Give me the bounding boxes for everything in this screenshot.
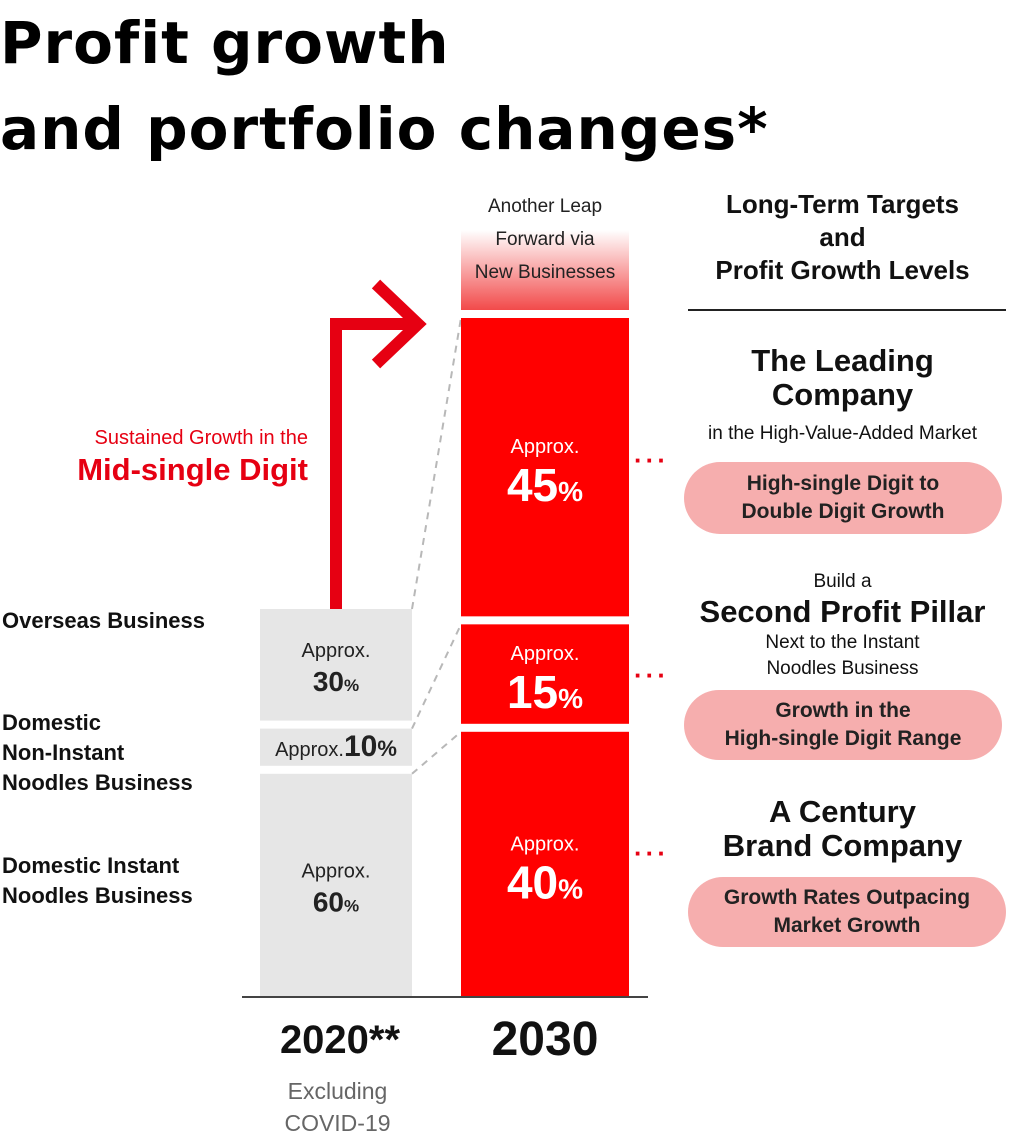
bar-segment-2030-2 <box>461 318 629 617</box>
category-label-overseas-line-1: Overseas Business <box>2 608 206 633</box>
segment-value-1-1: 15% <box>507 666 583 718</box>
targets-divider <box>688 309 1006 311</box>
category-label-instant-line-1: Domestic Instant <box>2 853 180 878</box>
bar-segment-2020-2 <box>260 609 412 721</box>
category-label-overseas: Overseas Business <box>2 606 205 636</box>
year-note: Excluding COVID-19 <box>255 1075 420 1139</box>
segment-value-1-2: 45% <box>507 459 583 511</box>
non-instant-target-sub: Next to the Instant Noodles Business <box>660 630 1021 682</box>
new-business-line-3: New Businesses <box>474 262 616 283</box>
category-label-non-instant-line-2: Non-Instant <box>2 740 125 765</box>
bar-segment-2020-1 <box>260 728 412 766</box>
non-instant-target-heading-line-1: Second Profit Pillar <box>699 594 986 629</box>
overseas-target-sub: in the High-Value-Added Market <box>660 421 1021 447</box>
x-tick-2020: 2020** <box>279 1018 401 1062</box>
connector-dash-0 <box>411 731 462 775</box>
segment-prefix-0-0: Approx. <box>302 860 371 882</box>
bar-segment-2030-0 <box>461 731 629 997</box>
title-line-1: Profit growth <box>0 9 450 77</box>
targets-header-line-1: Long-Term Targets <box>725 189 960 219</box>
new-business-label: Another Leap Forward via New Businesses <box>460 190 630 289</box>
overseas-growth-pill-line-2: Double Digit Growth <box>741 500 945 523</box>
category-label-instant: Domestic Instant Noodles Business <box>2 851 193 911</box>
category-label-non-instant-line-1: Domestic <box>2 710 102 735</box>
growth-arrow-head <box>371 279 427 369</box>
new-business-box <box>461 230 629 310</box>
growth-arrow-shaft <box>330 318 416 609</box>
connector-dashes <box>411 317 462 775</box>
connector-dash-1 <box>411 623 462 730</box>
targets-header-line-3: Profit Growth Levels <box>715 255 970 285</box>
connector-dash-2 <box>411 317 462 610</box>
overseas-target-heading-line-2: Company <box>771 377 914 412</box>
category-label-non-instant-line-3: Noodles Business <box>2 770 193 795</box>
segment-prefix-1-2: Approx. <box>511 436 580 458</box>
overseas-target-heading: The Leading Company <box>660 344 1021 412</box>
overseas-growth-pill-line-1: High-single Digit to <box>746 472 940 495</box>
segment-value-0-0: 60% <box>313 886 359 917</box>
overseas-dots: ··· <box>634 445 669 475</box>
category-label-non-instant: Domestic Non-Instant Noodles Business <box>2 708 193 798</box>
non-instant-target-sub-line-2: Noodles Business <box>766 658 919 679</box>
overseas-target-heading-line-1: The Leading <box>751 343 934 378</box>
non-instant-target-sub-line-1: Next to the Instant <box>765 632 920 653</box>
x-tick-2030: 2030 <box>491 1013 599 1066</box>
growth-label-sub: Sustained Growth in the <box>94 427 308 449</box>
non-instant-target-pre: Build a <box>813 571 872 592</box>
growth-label-main: Mid-single Digit <box>77 452 308 487</box>
year-note-line-1: Excluding <box>287 1078 388 1104</box>
instant-target-heading-line-2: Brand Company <box>722 828 963 863</box>
instant-dots: ··· <box>634 838 669 868</box>
instant-growth-pill: Growth Rates Outpacing Market Growth <box>688 877 1006 947</box>
year-note-line-2: COVID-19 <box>284 1110 391 1136</box>
instant-target-heading-line-1: A Century <box>769 794 916 829</box>
category-label-instant-line-2: Noodles Business <box>2 883 193 908</box>
targets-header-line-2: and <box>819 222 866 252</box>
segment-value-0-2: 30% <box>313 666 359 697</box>
segment-prefix-1-0: Approx. <box>511 833 580 855</box>
growth-arrow <box>330 279 427 609</box>
segment-prefix-1-1: Approx. <box>511 643 580 665</box>
overseas-growth-pill: High-single Digit to Double Digit Growth <box>684 462 1002 534</box>
non-instant-dots: ··· <box>634 660 669 690</box>
segment-prefix-0-2: Approx. <box>302 640 371 662</box>
non-instant-growth-pill-line-2: High-single Digit Range <box>724 727 962 750</box>
segment-value-1-0: 40% <box>507 856 583 908</box>
non-instant-growth-pill: Growth in the High-single Digit Range <box>684 690 1002 760</box>
bar-segments <box>260 230 629 997</box>
new-business-line-1: Another Leap <box>487 196 603 217</box>
page-title: Profit growth and portfolio changes* <box>0 0 769 172</box>
title-line-2: and portfolio changes* <box>0 95 769 163</box>
segment-label-0-1: Approx.10% <box>275 730 397 763</box>
bar-segment-2020-0 <box>260 773 412 997</box>
non-instant-growth-pill-line-1: Growth in the <box>775 699 911 722</box>
non-instant-target-heading: Second Profit Pillar <box>660 595 1021 629</box>
new-business-line-2: Forward via <box>495 229 595 250</box>
segment-labels: Approx.60%Approx.10%Approx.30%Approx.40%… <box>275 436 583 917</box>
targets-header: Long-Term Targets and Profit Growth Leve… <box>660 188 1021 287</box>
instant-growth-pill-line-1: Growth Rates Outpacing <box>723 886 971 909</box>
overseas-target-sub-line-1: in the High-Value-Added Market <box>708 423 977 444</box>
instant-target-heading: A Century Brand Company <box>660 795 1021 863</box>
bar-segment-2030-1 <box>461 624 629 724</box>
instant-growth-pill-line-2: Market Growth <box>773 914 921 937</box>
